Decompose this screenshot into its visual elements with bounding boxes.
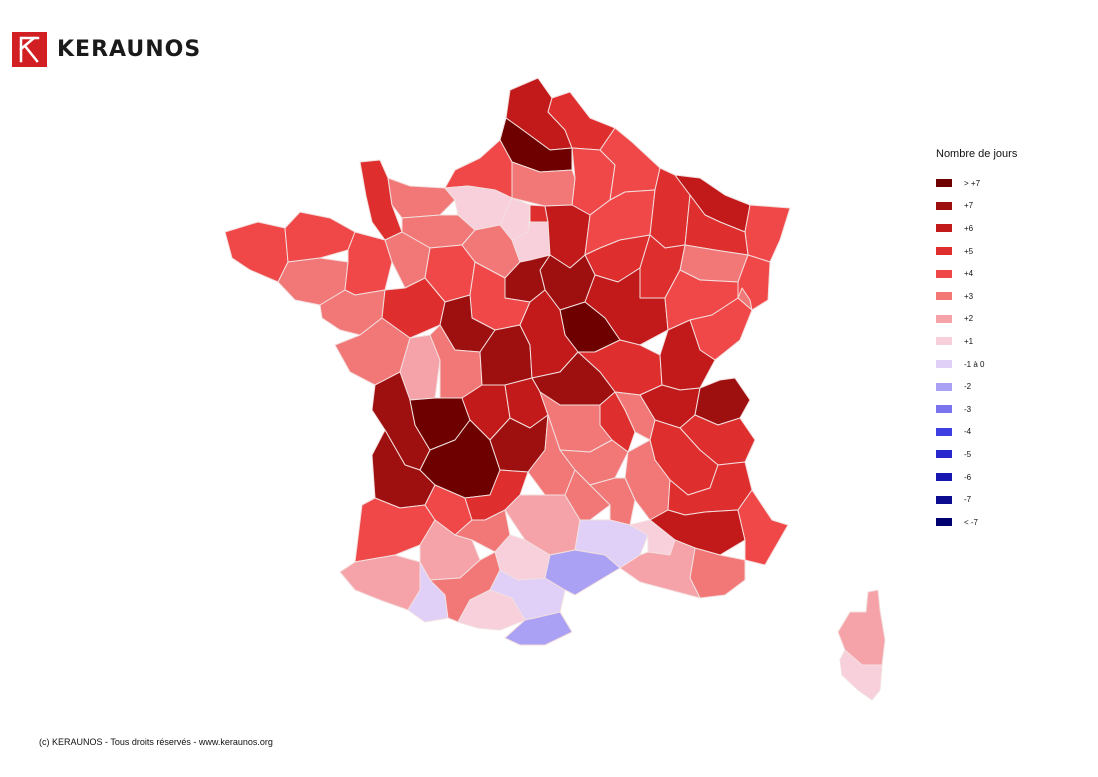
legend-swatch <box>936 382 952 391</box>
legend-swatch <box>936 314 952 323</box>
legend-item: +5 <box>936 240 1076 263</box>
legend-label: +5 <box>964 246 974 256</box>
legend-label: -5 <box>964 449 972 459</box>
legend-item: < -7 <box>936 511 1076 534</box>
copyright-footer: (c) KERAUNOS - Tous droits réservés - ww… <box>39 737 273 747</box>
legend-swatch <box>936 518 952 527</box>
legend-item: -7 <box>936 488 1076 511</box>
legend-label: -1 à 0 <box>964 359 985 369</box>
legend-label: +6 <box>964 223 974 233</box>
map-region <box>511 161 576 207</box>
map-region <box>489 569 566 621</box>
legend-item: +7 <box>936 195 1076 218</box>
legend-item: -6 <box>936 466 1076 489</box>
legend-swatch <box>936 473 952 482</box>
map-region <box>387 177 456 219</box>
map-region <box>454 509 511 553</box>
legend-swatch <box>936 292 952 301</box>
legend-item: -5 <box>936 443 1076 466</box>
legend-item: -2 <box>936 375 1076 398</box>
legend-item: +3 <box>936 285 1076 308</box>
map-region <box>689 547 746 599</box>
legend-item: -4 <box>936 421 1076 444</box>
map-region <box>284 211 356 263</box>
legend-swatch <box>936 405 952 414</box>
legend-label: -7 <box>964 495 972 505</box>
legend-swatch <box>936 201 952 210</box>
legend-swatch <box>936 337 952 346</box>
map-region <box>744 204 791 263</box>
legend-label: +1 <box>964 336 974 346</box>
legend-swatch <box>936 427 952 436</box>
legend-item: > +7 <box>936 172 1076 195</box>
map-region <box>519 289 579 379</box>
legend-swatch <box>936 269 952 278</box>
legend-label: -6 <box>964 472 972 482</box>
legend-swatch <box>936 450 952 459</box>
legend-item: +4 <box>936 262 1076 285</box>
legend-item: -1 à 0 <box>936 353 1076 376</box>
brand-name: KERAUNOS <box>57 37 202 62</box>
map-region <box>499 197 531 241</box>
legend-item: +1 <box>936 330 1076 353</box>
map-region <box>504 611 573 646</box>
map-region <box>339 554 421 611</box>
legend-swatch <box>936 360 952 369</box>
map-region <box>224 221 289 283</box>
legend-label: +2 <box>964 314 974 324</box>
legend-label: -4 <box>964 427 972 437</box>
map-region <box>589 477 636 526</box>
map-region <box>839 649 883 701</box>
legend-label: -3 <box>964 404 972 414</box>
legend-item: +2 <box>936 308 1076 331</box>
map-region <box>544 549 621 596</box>
legend-label: +4 <box>964 269 974 279</box>
logo-mark-k-glyph <box>19 36 40 63</box>
legend-swatch <box>936 179 952 188</box>
map-region <box>737 287 753 311</box>
legend-swatch <box>936 224 952 233</box>
legend-label: > +7 <box>964 178 981 188</box>
map-region <box>619 539 701 599</box>
map-region <box>694 377 751 426</box>
legend-swatch <box>936 495 952 504</box>
legend-label: +3 <box>964 291 974 301</box>
legend-swatch <box>936 247 952 256</box>
legend-item: -3 <box>936 398 1076 421</box>
legend-label: < -7 <box>964 517 979 527</box>
legend-items: > +7 +7 +6 +5 +4 +3 +2 +1 -1 à 0 -2 -3 -4 -5 -6 -7 < -7 <box>936 172 1076 534</box>
legend-label: -2 <box>964 382 972 392</box>
keraunos-logo: KERAUNOS <box>12 32 201 67</box>
map-legend: Nombre de jours > +7 +7 +6 +5 +4 +3 +2 +1 -1 à 0… <box>936 148 1076 534</box>
legend-label: +7 <box>964 201 974 211</box>
keraunos-logo-icon <box>12 32 47 67</box>
legend-item: +6 <box>936 217 1076 240</box>
map-region <box>737 489 789 566</box>
legend-title: Nombre de jours <box>936 148 1018 160</box>
